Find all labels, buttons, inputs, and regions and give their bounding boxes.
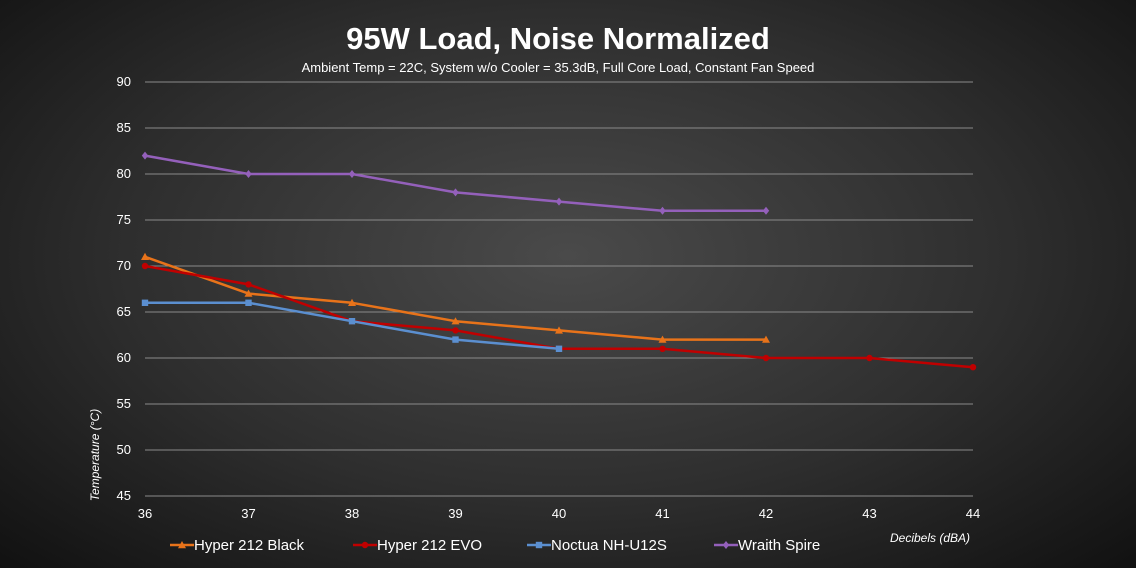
data-point: [452, 188, 459, 197]
data-point: [451, 317, 460, 325]
data-point: [762, 335, 770, 343]
x-tick-label: 43: [862, 506, 876, 521]
legend-marker: [178, 541, 186, 549]
y-axis-label: Temperature (°C): [88, 409, 102, 501]
x-tick-label: 39: [448, 506, 462, 521]
data-point: [452, 336, 459, 343]
series-hyper-212-black: [141, 252, 770, 343]
data-point: [658, 335, 667, 343]
series-wraith-spire: [141, 151, 770, 215]
x-axis-ticks: 36 37 38 39 40 41 42 43 44: [138, 506, 980, 521]
data-point: [762, 206, 770, 215]
y-tick-label: 60: [117, 350, 131, 365]
legend-label: Noctua NH-U12S: [551, 537, 667, 554]
data-point: [348, 298, 356, 306]
data-point: [348, 170, 356, 178]
y-tick-label: 90: [117, 74, 131, 89]
series-noctua-nh-u12s: [141, 299, 563, 352]
chart-subtitle: Ambient Temp = 22C, System w/o Cooler = …: [302, 60, 815, 75]
y-tick-label: 45: [117, 488, 131, 503]
x-tick-label: 37: [241, 506, 255, 521]
legend-label: Hyper 212 Black: [194, 537, 305, 554]
data-point: [659, 345, 666, 352]
x-axis-label: Decibels (dBA): [890, 531, 970, 545]
data-point: [452, 327, 459, 334]
data-point: [866, 354, 873, 362]
data-point: [245, 170, 252, 178]
x-tick-label: 44: [966, 506, 980, 521]
y-tick-label: 55: [117, 396, 131, 411]
data-point: [245, 281, 252, 288]
y-tick-label: 75: [117, 212, 131, 227]
data-point: [762, 354, 770, 362]
x-tick-label: 38: [345, 506, 359, 521]
y-tick-label: 65: [117, 304, 131, 319]
y-axis-ticks: 45 50 55 60 65 70 75 80 85 90: [117, 74, 131, 503]
gridlines: [145, 81, 973, 497]
data-point: [348, 318, 356, 325]
legend-item: Hyper 212 EVO: [353, 537, 482, 554]
legend-marker: [722, 541, 730, 549]
x-tick-label: 40: [552, 506, 566, 521]
data-point: [141, 252, 149, 260]
data-point: [659, 206, 666, 215]
legend: Hyper 212 Black Hyper 212 EVO Noctua NH-U1…: [170, 537, 820, 554]
data-point: [141, 299, 149, 306]
data-point: [245, 299, 252, 306]
data-point: [141, 151, 149, 160]
y-tick-label: 50: [117, 442, 131, 457]
data-point: [244, 289, 253, 297]
series-line: [144, 255, 766, 341]
chart-title: 95W Load, Noise Normalized: [346, 21, 770, 56]
y-tick-label: 85: [117, 120, 131, 135]
x-tick-label: 41: [655, 506, 669, 521]
y-tick-label: 70: [117, 258, 131, 273]
legend-marker: [361, 541, 369, 549]
data-point: [555, 345, 563, 352]
series-line: [144, 154, 766, 213]
data-point: [969, 364, 977, 371]
x-tick-label: 36: [138, 506, 152, 521]
series-group: [141, 151, 977, 371]
series-hyper-212-evo: [141, 262, 977, 371]
data-point: [141, 262, 149, 270]
legend-item: Hyper 212 Black: [170, 537, 305, 554]
x-tick-label: 42: [759, 506, 773, 521]
legend-label: Wraith Spire: [738, 537, 820, 554]
series-line: [144, 264, 974, 369]
data-point: [555, 197, 563, 206]
y-tick-label: 80: [117, 166, 131, 181]
data-point: [555, 326, 563, 334]
legend-item: Wraith Spire: [714, 537, 820, 554]
legend-label: Hyper 212 EVO: [377, 537, 482, 554]
legend-item: Noctua NH-U12S: [527, 537, 667, 554]
legend-marker: [535, 541, 543, 549]
